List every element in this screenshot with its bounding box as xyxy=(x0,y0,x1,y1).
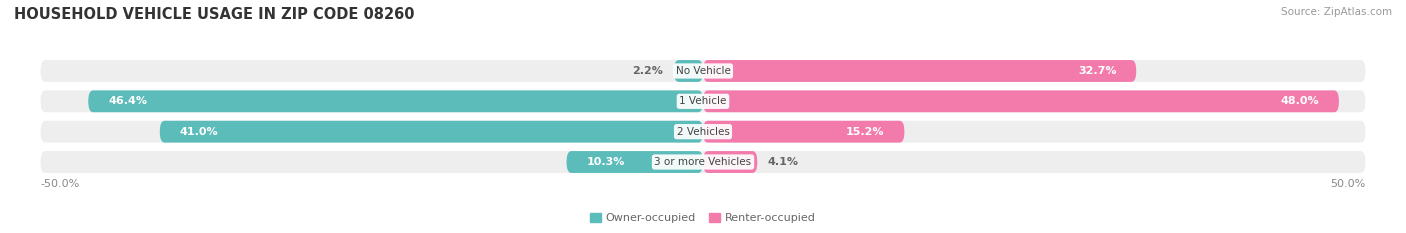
Text: HOUSEHOLD VEHICLE USAGE IN ZIP CODE 08260: HOUSEHOLD VEHICLE USAGE IN ZIP CODE 0826… xyxy=(14,7,415,22)
Text: Source: ZipAtlas.com: Source: ZipAtlas.com xyxy=(1281,7,1392,17)
Text: 3 or more Vehicles: 3 or more Vehicles xyxy=(654,157,752,167)
FancyBboxPatch shape xyxy=(41,90,1365,112)
FancyBboxPatch shape xyxy=(41,60,1365,82)
Text: 2 Vehicles: 2 Vehicles xyxy=(676,127,730,137)
Text: 1 Vehicle: 1 Vehicle xyxy=(679,96,727,106)
FancyBboxPatch shape xyxy=(703,121,904,143)
FancyBboxPatch shape xyxy=(41,151,1365,173)
Text: 2.2%: 2.2% xyxy=(633,66,664,76)
Text: 10.3%: 10.3% xyxy=(586,157,624,167)
FancyBboxPatch shape xyxy=(567,151,703,173)
Text: 15.2%: 15.2% xyxy=(846,127,884,137)
Text: 50.0%: 50.0% xyxy=(1330,179,1365,189)
Text: -50.0%: -50.0% xyxy=(41,179,80,189)
Text: 41.0%: 41.0% xyxy=(180,127,218,137)
Text: No Vehicle: No Vehicle xyxy=(675,66,731,76)
Text: 46.4%: 46.4% xyxy=(108,96,148,106)
FancyBboxPatch shape xyxy=(41,121,1365,143)
FancyBboxPatch shape xyxy=(673,60,703,82)
FancyBboxPatch shape xyxy=(89,90,703,112)
FancyBboxPatch shape xyxy=(160,121,703,143)
Text: 4.1%: 4.1% xyxy=(768,157,799,167)
Text: 48.0%: 48.0% xyxy=(1281,96,1319,106)
Legend: Owner-occupied, Renter-occupied: Owner-occupied, Renter-occupied xyxy=(591,213,815,223)
FancyBboxPatch shape xyxy=(703,60,1136,82)
Text: 32.7%: 32.7% xyxy=(1078,66,1116,76)
FancyBboxPatch shape xyxy=(703,151,758,173)
FancyBboxPatch shape xyxy=(703,90,1339,112)
